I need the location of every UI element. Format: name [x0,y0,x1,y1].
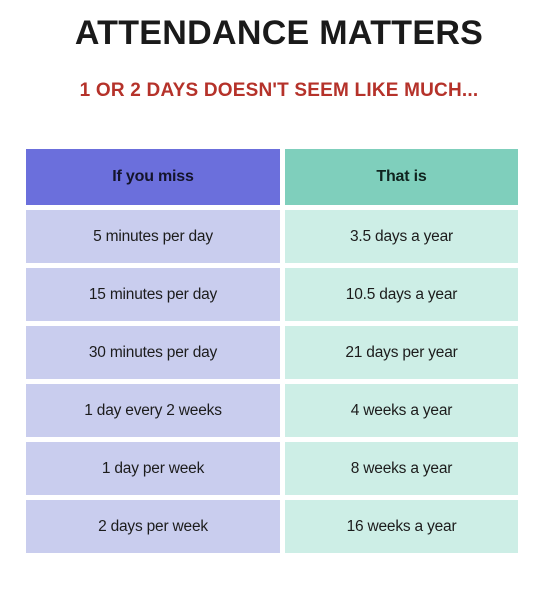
table-cell-yearly-total: 16 weeks a year [285,500,518,553]
page-title: ATTENDANCE MATTERS [74,14,484,52]
table-cell-yearly-total: 21 days per year [285,326,518,379]
table-row: 1 day every 2 weeks 4 weeks a year [26,384,518,437]
table-cell-missed-time: 2 days per week [26,500,280,553]
table-cell-missed-time: 1 day per week [26,442,280,495]
table-cell-missed-time: 1 day every 2 weeks [26,384,280,437]
table-row: 30 minutes per day 21 days per year [26,326,518,379]
table-row: 1 day per week 8 weeks a year [26,442,518,495]
table-header-row: If you miss That is [26,149,518,205]
table-cell-yearly-total: 4 weeks a year [285,384,518,437]
column-header-that-is: That is [285,149,518,205]
table-cell-missed-time: 15 minutes per day [26,268,280,321]
table-row: 15 minutes per day 10.5 days a year [26,268,518,321]
table-cell-yearly-total: 10.5 days a year [285,268,518,321]
column-header-if-you-miss: If you miss [26,149,280,205]
page-subtitle: 1 OR 2 DAYS DOESN'T SEEM LIKE MUCH... [79,80,479,101]
table-cell-yearly-total: 8 weeks a year [285,442,518,495]
table-cell-missed-time: 30 minutes per day [26,326,280,379]
table-cell-missed-time: 5 minutes per day [26,210,280,263]
table-row: 5 minutes per day 3.5 days a year [26,210,518,263]
table-cell-yearly-total: 3.5 days a year [285,210,518,263]
attendance-table: If you miss That is 5 minutes per day 3.… [26,149,518,558]
table-row: 2 days per week 16 weeks a year [26,500,518,553]
